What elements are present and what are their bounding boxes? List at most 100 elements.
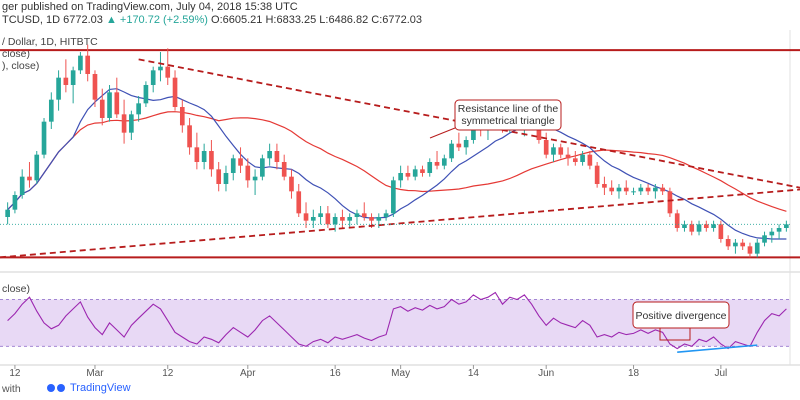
candle-body xyxy=(165,66,171,78)
candle-body xyxy=(274,151,280,162)
candle-body xyxy=(711,224,716,228)
candle-body xyxy=(187,125,192,148)
candle-body xyxy=(5,209,10,217)
resistance-callout-pointer xyxy=(429,127,456,139)
candle-body xyxy=(689,224,695,232)
candle-body xyxy=(733,242,738,247)
candle-body xyxy=(434,162,440,166)
rsi-line xyxy=(7,291,787,350)
candle-body xyxy=(121,114,127,133)
candle-body xyxy=(594,165,600,184)
candle-body xyxy=(572,158,578,162)
candle-body xyxy=(136,103,141,115)
candle-body xyxy=(223,173,229,184)
triangle-support-line xyxy=(0,188,800,259)
candle-body xyxy=(12,195,18,210)
candle-body xyxy=(216,169,222,184)
x-tick-label: Apr xyxy=(240,368,256,379)
ma-slow-line xyxy=(7,111,787,212)
candle-body xyxy=(340,217,345,221)
candle-body xyxy=(70,70,76,85)
candle-body xyxy=(602,184,607,188)
candle-body xyxy=(107,92,112,118)
candle-body xyxy=(725,239,731,247)
x-tick-label: 16 xyxy=(330,368,342,379)
candle-body xyxy=(369,217,374,221)
candle-body xyxy=(631,191,636,193)
x-tick-label: 12 xyxy=(162,368,174,379)
candle-body xyxy=(463,140,469,148)
resistance-callout-text-1: Resistance line of the xyxy=(458,103,559,115)
candle-body xyxy=(179,107,185,126)
candle-body xyxy=(383,213,389,217)
candle-body xyxy=(114,92,120,115)
candle-body xyxy=(303,213,309,221)
candle-body xyxy=(260,158,265,177)
candle-body xyxy=(747,246,753,254)
tradingview-logo[interactable]: TradingView xyxy=(46,382,131,394)
x-tick-label: 18 xyxy=(628,368,640,379)
candle-body xyxy=(56,77,61,100)
divergence-callout-text: Positive divergence xyxy=(635,310,726,322)
divergence-line xyxy=(677,344,758,353)
x-tick-label: 14 xyxy=(468,368,480,379)
candle-body xyxy=(536,125,542,140)
triangle-resistance-line xyxy=(138,58,800,189)
candle-body xyxy=(398,173,403,181)
candle-body xyxy=(201,151,207,162)
tradingview-icon xyxy=(47,384,65,392)
x-tick-label: Jul xyxy=(714,368,727,379)
candle-body xyxy=(471,125,476,140)
candle-body xyxy=(267,151,272,159)
divergence-callout-box xyxy=(632,301,730,329)
candle-body xyxy=(99,99,105,118)
candle-body xyxy=(703,224,709,228)
legend-symbol: / Dollar, 1D, HITBTC xyxy=(2,36,98,48)
candle-body xyxy=(420,169,425,173)
candle-body xyxy=(784,224,789,228)
candle-body xyxy=(347,217,353,221)
divergence-callout-pointer xyxy=(659,328,691,341)
candle-body xyxy=(238,158,243,166)
candle-body xyxy=(427,162,433,173)
candle-body xyxy=(565,154,571,159)
candle-body xyxy=(645,187,651,192)
candle-body xyxy=(740,242,746,247)
candle-body xyxy=(376,217,382,221)
candle-body xyxy=(441,158,447,166)
candle-body xyxy=(158,66,163,71)
candle-body xyxy=(718,224,724,239)
candle-body xyxy=(754,242,760,254)
candle-body xyxy=(281,162,287,177)
x-tick-label: May xyxy=(391,368,410,379)
candle-body xyxy=(296,191,302,214)
candle-body xyxy=(48,99,54,122)
x-tick-label: Jun xyxy=(538,368,554,379)
candle-body xyxy=(667,191,673,214)
top-header: ger published on TradingView.com, July 0… xyxy=(0,0,800,30)
candle-body xyxy=(543,140,549,155)
candle-body xyxy=(209,151,214,170)
candle-body xyxy=(769,231,775,236)
candle-body xyxy=(776,228,782,232)
candle-body xyxy=(78,55,83,71)
candle-body xyxy=(558,147,564,155)
candle-body xyxy=(129,114,134,133)
candle-body xyxy=(172,77,178,107)
candle-body xyxy=(674,213,680,228)
rsi-legend: close) xyxy=(2,283,31,295)
ohlc-values: O:6605.21 H:6833.25 L:6486.82 C:6772.03 xyxy=(211,14,423,26)
ticker-info: TCUSD, 1D 6772.03 ▲ +170.72 (+2.59%) O:6… xyxy=(2,14,422,26)
candle-body xyxy=(638,187,644,192)
candle-body xyxy=(92,74,98,100)
last-price: 6772.03 xyxy=(63,14,103,26)
candle-body xyxy=(609,187,615,192)
candle-body xyxy=(361,213,367,217)
resistance-callout-box xyxy=(454,99,562,131)
candle-body xyxy=(696,224,702,232)
candle-body xyxy=(230,158,236,173)
price-change: ▲ +170.72 (+2.59%) xyxy=(105,14,208,26)
candle-body xyxy=(245,165,251,181)
candle-body xyxy=(551,147,556,155)
